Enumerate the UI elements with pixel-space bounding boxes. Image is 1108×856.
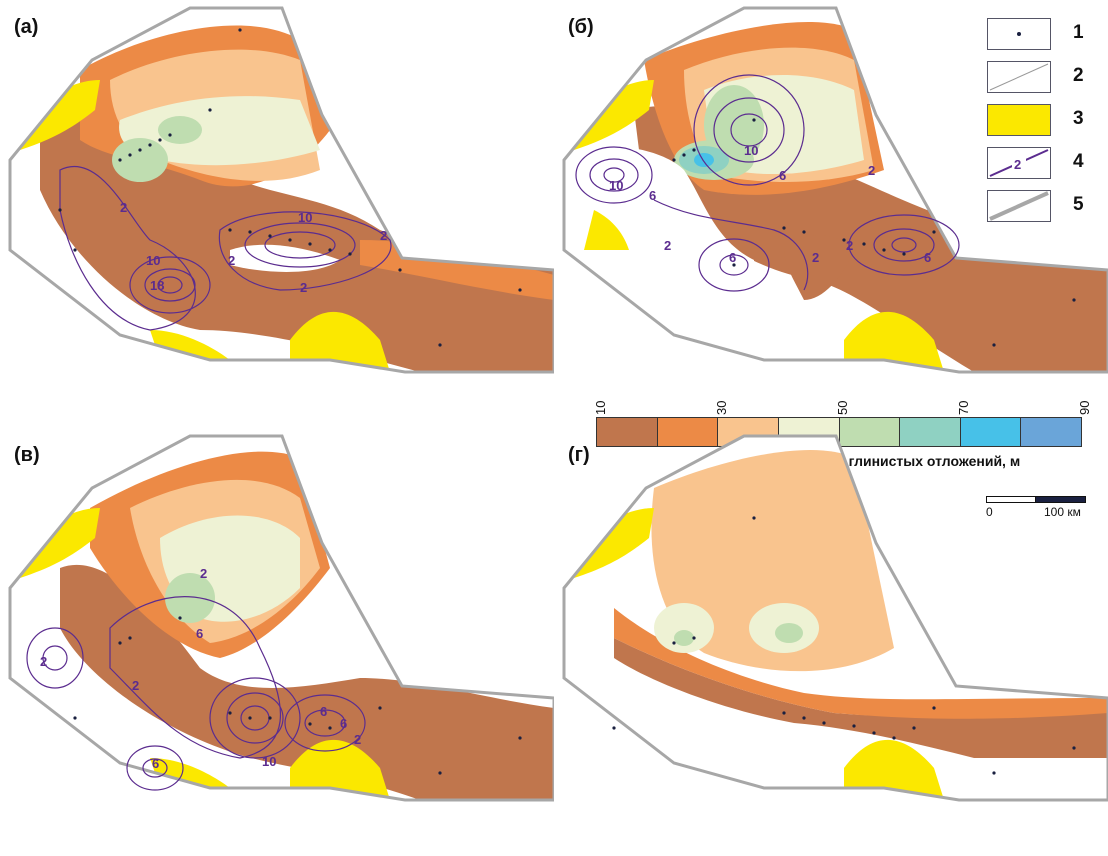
contour-label: 10 (146, 253, 160, 268)
scale-tick: 70 (956, 400, 971, 415)
contour-label: 2 (868, 163, 875, 178)
map-panel-a: 2 10 18 10 2 2 2 (а) (0, 0, 554, 428)
zone-white-hole (230, 244, 340, 272)
scale-color-cell (900, 418, 961, 446)
map-a-svg: 2 10 18 10 2 2 2 (8, 6, 554, 374)
map-panel-g: (г) (554, 428, 1108, 856)
isoline-icon: 2 (987, 147, 1051, 179)
well-dots (58, 28, 522, 347)
contour-label: 6 (320, 704, 327, 719)
zone-pale-green (119, 96, 321, 166)
distance-scale-bar: 0 100 км (986, 496, 1086, 526)
legend-number: 3 (1073, 108, 1084, 129)
contour-label: 2 (300, 280, 307, 295)
panel-label: (в) (14, 444, 40, 466)
diagonal-line-icon (987, 61, 1051, 93)
contour-label: 6 (924, 250, 931, 265)
panel-label: (а) (14, 16, 39, 38)
zone-brown (40, 107, 554, 372)
contour-label: 2 (846, 238, 853, 253)
zone-green (112, 138, 168, 182)
contour-label: 2 (200, 566, 207, 581)
contour-label: 2 (380, 228, 387, 243)
legend-item-wells: 1 (987, 18, 1107, 54)
legend-item-isoline: 2 4 (987, 147, 1107, 183)
contour-label: 2 (132, 678, 139, 693)
contour-label: 6 (729, 250, 736, 265)
contour-label: 6 (779, 168, 786, 183)
boundary-line-icon (987, 190, 1051, 222)
map-panel-v: 2 6 2 2 6 10 6 6 2 (в) (0, 428, 554, 856)
map-g-svg (562, 434, 1108, 802)
scale-segment-white (986, 496, 1036, 503)
contour-label: 6 (649, 188, 656, 203)
map-legend: 1 2 3 2 4 5 (987, 18, 1107, 238)
isoline-sample-label: 2 (1014, 157, 1021, 172)
legend-item-line: 2 (987, 61, 1107, 97)
scale-color-cell (960, 418, 1022, 446)
scale-tick: 30 (714, 400, 729, 415)
contour-label: 10 (609, 178, 623, 193)
scale-color-cell (1021, 418, 1081, 446)
scale-zero: 0 (986, 505, 993, 519)
scale-km-label: 100 км (1044, 505, 1081, 519)
contour-label: 6 (196, 626, 203, 641)
isolines (59, 166, 392, 331)
contour-label: 2 (40, 654, 47, 669)
legend-item-yellow: 3 (987, 104, 1107, 140)
scale-tick: 10 (593, 400, 608, 415)
contour-label: 10 (298, 210, 312, 225)
contour-label: 2 (812, 250, 819, 265)
contour-label: 18 (150, 278, 164, 293)
scale-tick: 90 (1077, 400, 1092, 415)
legend-number: 1 (1073, 22, 1084, 43)
contour-label: 2 (120, 200, 127, 215)
scale-color-cell (657, 418, 719, 446)
legend-item-boundary: 5 (987, 190, 1107, 226)
contour-label: 10 (262, 754, 276, 769)
legend-number: 5 (1073, 194, 1084, 215)
scale-tick: 50 (835, 400, 850, 415)
well-dot-icon (987, 18, 1051, 50)
contour-label: 2 (354, 732, 361, 747)
scale-color-cell (839, 418, 901, 446)
contour-label: 6 (340, 716, 347, 731)
contour-label: 2 (664, 238, 671, 253)
map-v-svg: 2 6 2 2 6 10 6 6 2 (8, 434, 554, 802)
legend-number: 2 (1073, 65, 1084, 86)
panel-label: (г) (568, 444, 590, 466)
region-outline (8, 6, 554, 374)
contour-label: 2 (228, 253, 235, 268)
contour-label: 10 (744, 143, 758, 158)
scale-color-cell (597, 418, 658, 446)
panel-label: (б) (568, 16, 594, 38)
legend-number: 4 (1073, 151, 1084, 172)
yellow-fill-icon (987, 104, 1051, 136)
scale-segment-dark (1035, 496, 1086, 503)
contour-label: 6 (152, 756, 159, 771)
